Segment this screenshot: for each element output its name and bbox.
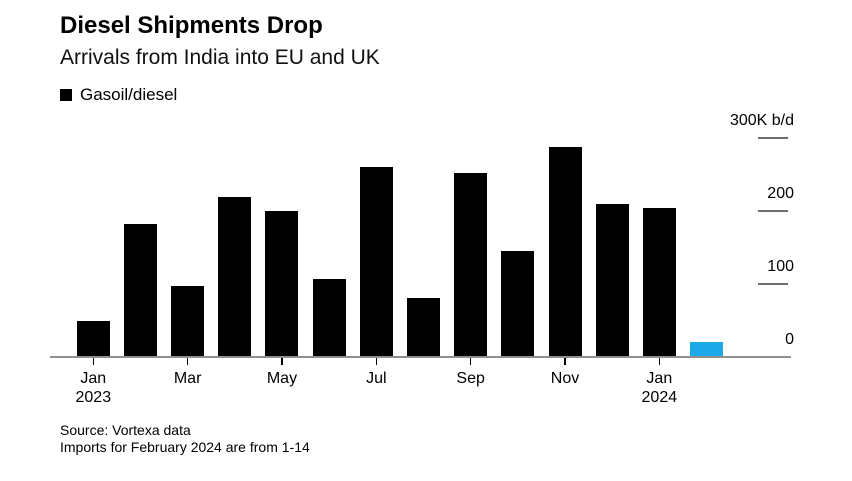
legend: Gasoil/diesel: [60, 85, 177, 105]
x-axis-label: Jul: [366, 370, 387, 387]
bar-jun-2023: [312, 278, 346, 357]
y-gridline-dash: [758, 283, 788, 286]
x-axis-label: Jan 2023: [75, 370, 112, 406]
x-tick: [186, 357, 189, 365]
x-tick: [658, 357, 661, 365]
bar-dec-2023: [595, 203, 629, 357]
y-axis-label: 100: [767, 257, 794, 275]
x-axis-label: Mar: [173, 370, 202, 387]
bar-jan-2023: [76, 320, 110, 357]
bar-feb-2024: [690, 342, 723, 357]
bar-jan-2024: [642, 207, 676, 357]
x-axis-label: Nov: [550, 370, 580, 387]
x-tick: [375, 357, 378, 365]
chart-footer: Source: Vortexa data Imports for Februar…: [60, 422, 310, 456]
legend-label: Gasoil/diesel: [80, 85, 178, 104]
bar-oct-2023: [501, 251, 535, 357]
chart-subtitle: Arrivals from India into EU and UK: [60, 46, 380, 69]
bar-jul-2023: [359, 167, 393, 357]
source-note: Source: Vortexa data: [60, 422, 191, 438]
bar-sep-2023: [454, 173, 488, 357]
x-axis-line: [50, 356, 791, 358]
footnote: Imports for February 2024 are from 1-14: [60, 439, 310, 455]
x-tick: [92, 357, 95, 365]
bar-mar-2023: [171, 285, 205, 357]
chart-title: Diesel Shipments Drop: [60, 12, 323, 39]
bar-nov-2023: [548, 147, 582, 357]
x-axis-label: May: [266, 370, 298, 387]
x-tick: [564, 357, 566, 365]
x-axis-label: Jan 2024: [641, 370, 678, 406]
bar-apr-2023: [218, 196, 252, 357]
y-axis-label: 300K b/d: [729, 111, 794, 129]
legend-swatch-icon: [60, 89, 72, 101]
x-tick: [469, 357, 472, 365]
y-axis-label: 0: [785, 330, 794, 348]
y-gridline-dash: [758, 210, 788, 213]
y-gridline-dash: [758, 137, 788, 140]
x-axis-label: Sep: [456, 370, 485, 387]
bar-feb-2023: [123, 223, 157, 357]
bar-aug-2023: [406, 297, 440, 357]
y-axis-label: 200: [767, 184, 794, 202]
bar-may-2023: [265, 211, 299, 357]
x-tick: [281, 357, 283, 365]
